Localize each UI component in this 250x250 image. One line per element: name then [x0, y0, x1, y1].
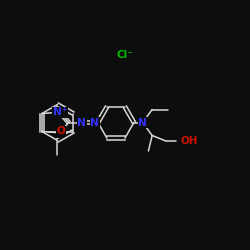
Text: S: S — [56, 128, 64, 138]
Text: N⁺: N⁺ — [53, 107, 67, 117]
Text: OH: OH — [181, 136, 198, 146]
Text: N: N — [90, 118, 99, 128]
Text: O: O — [56, 126, 65, 136]
Text: N: N — [77, 118, 86, 128]
Text: Cl⁻: Cl⁻ — [116, 50, 134, 60]
Text: N: N — [138, 118, 147, 128]
